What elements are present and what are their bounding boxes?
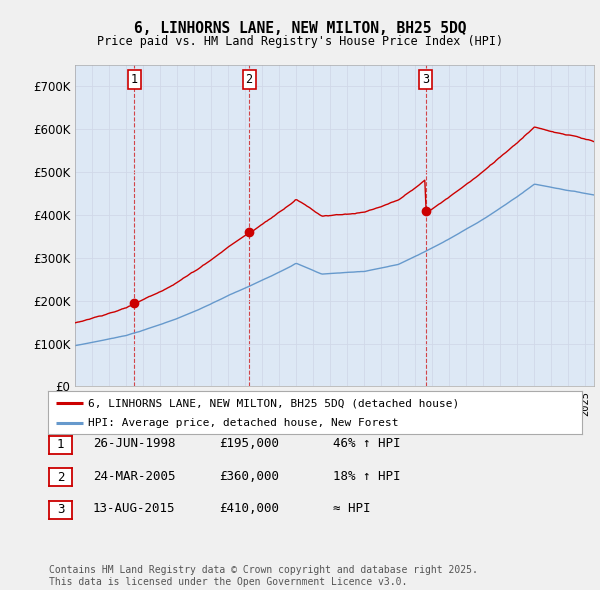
Text: 2: 2 xyxy=(57,471,64,484)
Text: 3: 3 xyxy=(422,73,430,86)
Text: ≈ HPI: ≈ HPI xyxy=(333,502,371,515)
Text: 18% ↑ HPI: 18% ↑ HPI xyxy=(333,470,401,483)
Text: 26-JUN-1998: 26-JUN-1998 xyxy=(93,437,176,450)
Text: HPI: Average price, detached house, New Forest: HPI: Average price, detached house, New … xyxy=(88,418,398,428)
Text: £195,000: £195,000 xyxy=(219,437,279,450)
Text: 24-MAR-2005: 24-MAR-2005 xyxy=(93,470,176,483)
Text: Price paid vs. HM Land Registry's House Price Index (HPI): Price paid vs. HM Land Registry's House … xyxy=(97,35,503,48)
Text: 46% ↑ HPI: 46% ↑ HPI xyxy=(333,437,401,450)
Text: 1: 1 xyxy=(57,438,64,451)
Text: 6, LINHORNS LANE, NEW MILTON, BH25 5DQ: 6, LINHORNS LANE, NEW MILTON, BH25 5DQ xyxy=(134,21,466,35)
Text: £360,000: £360,000 xyxy=(219,470,279,483)
Text: 6, LINHORNS LANE, NEW MILTON, BH25 5DQ (detached house): 6, LINHORNS LANE, NEW MILTON, BH25 5DQ (… xyxy=(88,398,460,408)
Text: 13-AUG-2015: 13-AUG-2015 xyxy=(93,502,176,515)
Text: Contains HM Land Registry data © Crown copyright and database right 2025.
This d: Contains HM Land Registry data © Crown c… xyxy=(49,565,478,587)
Text: 2: 2 xyxy=(245,73,253,86)
Text: £410,000: £410,000 xyxy=(219,502,279,515)
Text: 3: 3 xyxy=(57,503,64,516)
Text: 1: 1 xyxy=(131,73,138,86)
